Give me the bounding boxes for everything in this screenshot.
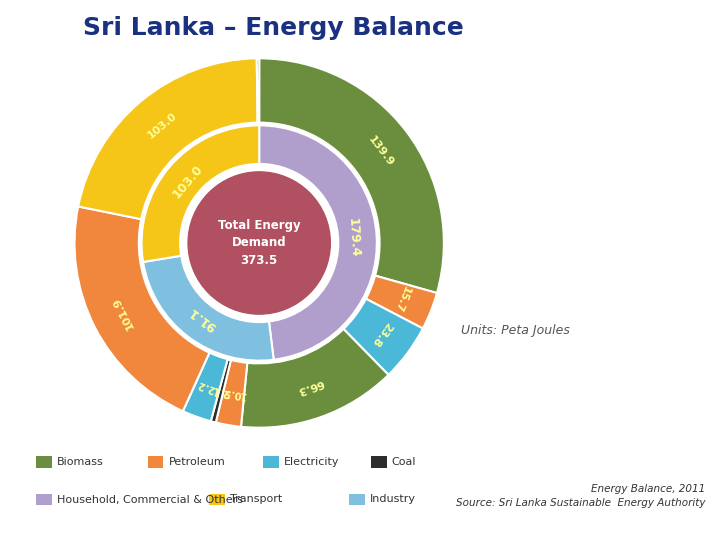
Text: Units: Peta Joules: Units: Peta Joules [461,324,570,337]
Text: 179.4: 179.4 [346,217,361,258]
Text: Coal: Coal [392,457,416,467]
Text: 10.5: 10.5 [221,387,246,400]
Text: Industry: Industry [370,495,416,504]
Text: 103.0: 103.0 [169,163,205,201]
Text: Transport: Transport [230,495,282,504]
Wedge shape [241,329,389,428]
Text: 12.2: 12.2 [194,378,220,395]
Wedge shape [343,299,423,375]
Text: 103.0: 103.0 [145,111,179,140]
Wedge shape [257,58,259,123]
Text: 2.1: 2.1 [212,384,231,398]
Text: Energy Balance, 2011
Source: Sri Lanka Sustainable  Energy Authority: Energy Balance, 2011 Source: Sri Lanka S… [456,484,706,508]
Wedge shape [183,353,228,421]
Text: 66.3: 66.3 [295,377,325,396]
Text: Sri Lanka – Energy Balance: Sri Lanka – Energy Balance [84,16,464,40]
Text: Total Energy
Demand
373.5: Total Energy Demand 373.5 [218,219,300,267]
Wedge shape [259,125,377,360]
Text: 139.9: 139.9 [366,134,395,168]
Text: Household, Commercial & Others: Household, Commercial & Others [57,495,243,504]
Text: 15.7: 15.7 [391,285,410,314]
Wedge shape [211,359,231,422]
Wedge shape [216,360,247,427]
Text: 91.1: 91.1 [186,304,219,333]
Text: 101.9: 101.9 [111,294,136,330]
Wedge shape [142,125,259,262]
Text: Electricity: Electricity [284,457,339,467]
Wedge shape [78,58,258,219]
Text: Petroleum: Petroleum [168,457,225,467]
Wedge shape [366,275,437,328]
Wedge shape [75,206,210,411]
Wedge shape [259,58,444,293]
Text: Biomass: Biomass [57,457,104,467]
Text: 23.8: 23.8 [369,320,394,348]
Wedge shape [143,254,274,361]
Circle shape [184,168,334,318]
Circle shape [188,172,330,314]
